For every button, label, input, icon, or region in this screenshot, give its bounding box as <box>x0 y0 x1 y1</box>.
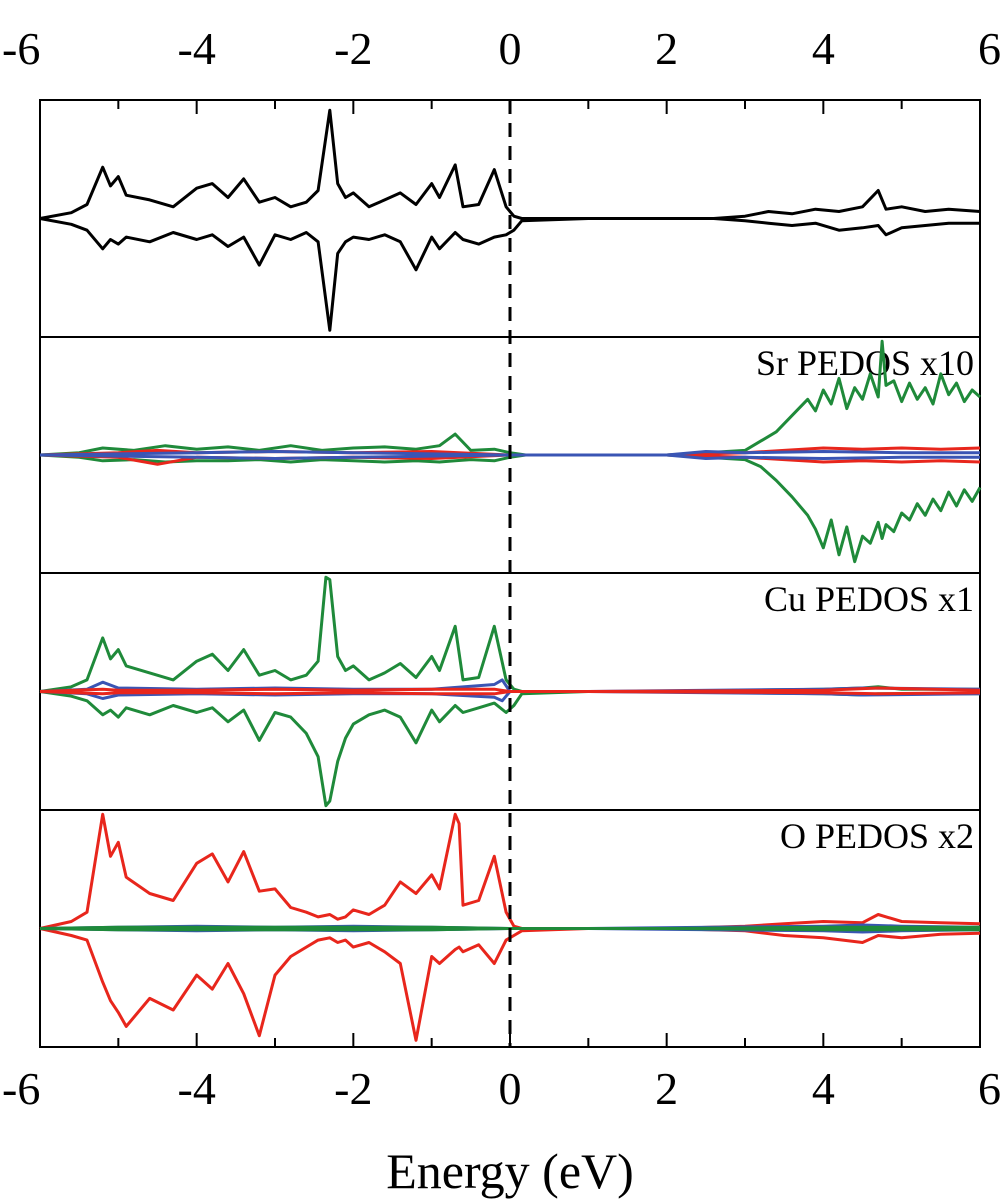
top-tick-label: -4 <box>178 23 216 74</box>
top-tick-label: 6 <box>978 23 1001 74</box>
panel-series-group <box>39 339 982 564</box>
series-line-p-down <box>39 690 981 696</box>
panel-label: O PEDOS x2 <box>780 816 974 856</box>
top-tick-label: -2 <box>334 23 372 74</box>
bottom-tick-label: 0 <box>499 1063 522 1114</box>
panel-series-group <box>39 812 981 1042</box>
panel-series-group <box>39 108 981 332</box>
bottom-tick-label: 2 <box>655 1063 678 1114</box>
top-tick-label: 0 <box>499 23 522 74</box>
top-tick-label: 4 <box>812 23 835 74</box>
bottom-tick-label: 6 <box>978 1063 1001 1114</box>
top-tick-label: -6 <box>2 23 40 74</box>
series-line-p-up <box>39 686 981 693</box>
bottom-tick-label: -2 <box>334 1063 372 1114</box>
x-axis-title: Energy (eV) <box>386 1143 634 1199</box>
series-layer <box>39 108 982 1042</box>
series-line-d-down <box>39 453 982 564</box>
panel-label: Cu PEDOS x1 <box>764 579 974 619</box>
series-line-total-down <box>39 217 980 332</box>
bottom-tick-label: -4 <box>178 1063 216 1114</box>
panel-label: Sr PEDOS x10 <box>756 343 974 383</box>
series-line-total-up <box>39 108 981 220</box>
series-line-d-down <box>39 927 980 932</box>
axes-layer: -6 -6 -4 -4 -2 -2 0 0 2 2 4 4 6 6 <box>2 23 1001 1114</box>
bottom-tick-label: -6 <box>2 1063 40 1114</box>
top-tick-label: 2 <box>655 23 678 74</box>
series-line-d-up <box>39 339 982 457</box>
panel-series-group <box>39 575 981 808</box>
bottom-tick-label: 4 <box>812 1063 835 1114</box>
series-line-s-down <box>39 453 980 460</box>
